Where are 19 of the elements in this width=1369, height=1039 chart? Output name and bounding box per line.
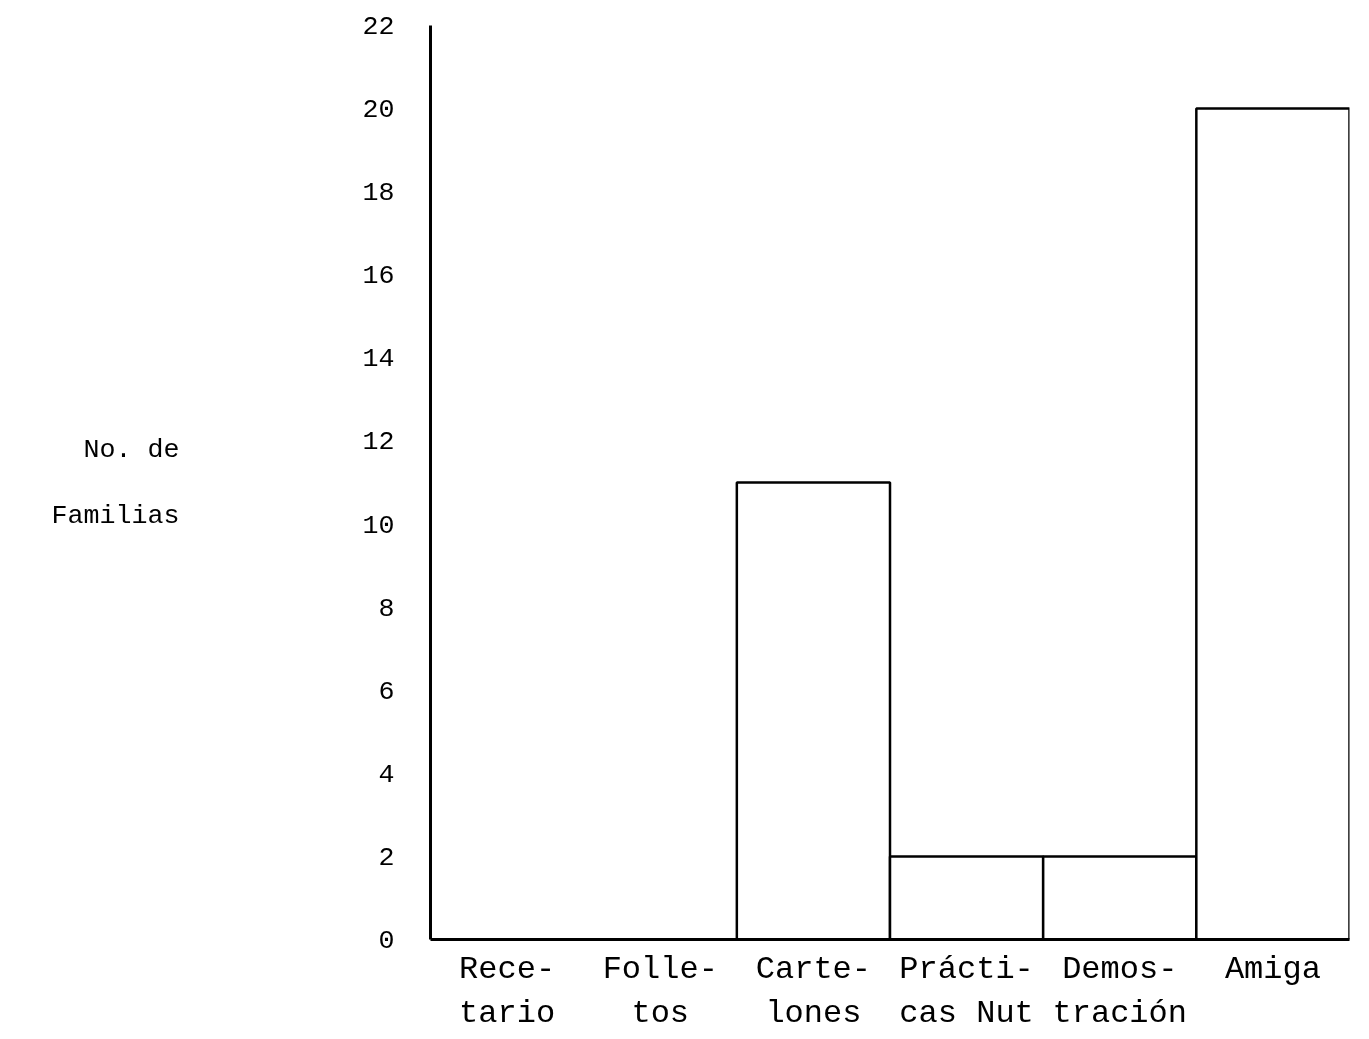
y-tick-label: 0	[378, 926, 395, 956]
text: No. de Familias	[51, 434, 180, 531]
y-tick-label: 6	[378, 676, 395, 707]
y-tick-label: 2	[378, 842, 395, 873]
y-tick-label: 22	[362, 12, 395, 42]
x-tick-label: Folle- tos	[602, 950, 718, 1032]
y-tick-label: 4	[378, 759, 395, 790]
x-tick-label: Rece- tario	[459, 950, 556, 1032]
y-tick-label: 18	[362, 178, 395, 209]
y-tick-label: 8	[378, 593, 395, 624]
x-tick-label: Demos- tración	[1052, 950, 1187, 1032]
y-tick-label: 16	[362, 261, 395, 292]
y-tick-label: 14	[362, 344, 395, 375]
y-tick-label: 10	[362, 510, 395, 541]
x-tick-label: Amiga	[1224, 950, 1321, 988]
y-tick-label: 20	[362, 95, 395, 126]
x-tick-label: Prácti- cas Nut	[899, 950, 1034, 1032]
y-tick-label: 12	[362, 427, 395, 458]
x-tick-label: Carte- lones	[755, 950, 872, 1032]
